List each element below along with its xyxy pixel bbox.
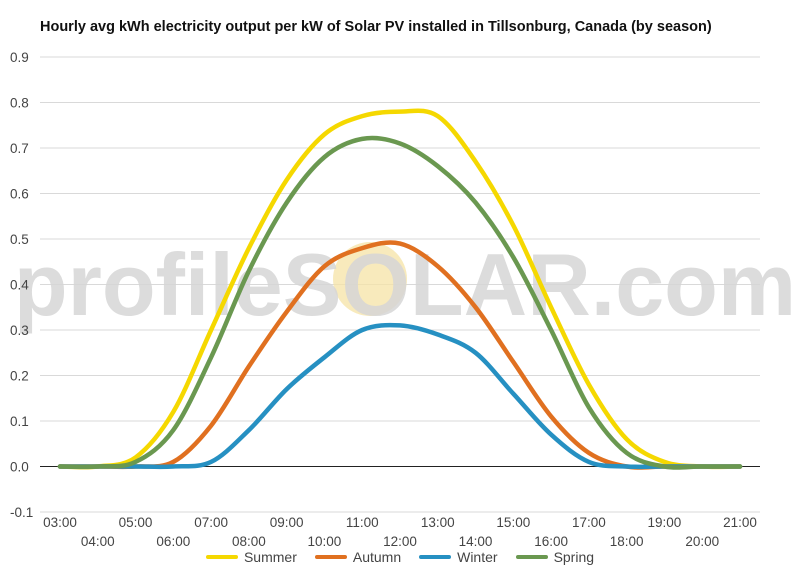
y-tick-label: 0.0 bbox=[10, 460, 29, 475]
y-tick-label: 0.9 bbox=[10, 50, 29, 65]
legend-swatch bbox=[314, 555, 347, 559]
series-line-summer bbox=[57, 108, 743, 470]
chart-title: Hourly avg kWh electricity output per kW… bbox=[40, 19, 712, 35]
x-tick-label: 08:00 bbox=[232, 534, 266, 549]
x-tick-label: 20:00 bbox=[685, 534, 719, 549]
legend-item-winter: Winter bbox=[419, 549, 498, 565]
x-tick-label: 18:00 bbox=[610, 534, 644, 549]
x-tick-label: 13:00 bbox=[421, 515, 455, 530]
legend-label: Spring bbox=[553, 549, 595, 565]
x-tick-label: 04:00 bbox=[81, 534, 115, 549]
y-tick-label: 0.1 bbox=[10, 414, 29, 429]
y-tick-label: 0.8 bbox=[10, 96, 29, 111]
watermark: profileSOLAR.com bbox=[14, 235, 796, 334]
legend-swatch bbox=[205, 555, 238, 559]
x-tick-label: 07:00 bbox=[194, 515, 228, 530]
y-tick-label: 0.5 bbox=[10, 232, 29, 247]
x-tick-label: 11:00 bbox=[346, 515, 379, 530]
series-line-winter bbox=[57, 322, 743, 470]
legend-item-spring: Spring bbox=[515, 549, 595, 565]
x-tick-label: 05:00 bbox=[119, 515, 153, 530]
legend-item-summer: Summer bbox=[205, 549, 297, 565]
x-tick-label: 06:00 bbox=[156, 534, 190, 549]
y-tick-label: 0.2 bbox=[10, 369, 29, 384]
y-tick-label: 0.4 bbox=[10, 278, 29, 293]
x-tick-label: 14:00 bbox=[459, 534, 493, 549]
watermark-text: profileSOLAR.com bbox=[14, 235, 796, 334]
legend-swatch bbox=[515, 555, 548, 559]
y-tick-label: -0.1 bbox=[10, 505, 33, 520]
x-tick-label: 03:00 bbox=[43, 515, 77, 530]
legend-item-autumn: Autumn bbox=[314, 549, 402, 565]
legend-swatch bbox=[419, 555, 452, 559]
x-tick-label: 10:00 bbox=[308, 534, 342, 549]
series-line-spring bbox=[57, 135, 743, 470]
x-tick-label: 09:00 bbox=[270, 515, 304, 530]
x-tick-label: 21:00 bbox=[723, 515, 757, 530]
y-axis-tick-labels: -0.1 0.0 0.1 0.2 0.3 0.4 0.5 0.6 0.7 0.8 0.9 bbox=[10, 50, 33, 520]
legend-label: Winter bbox=[457, 549, 498, 565]
legend: Summer Autumn Winter Spring bbox=[0, 549, 800, 565]
x-tick-label: 19:00 bbox=[648, 515, 682, 530]
x-tick-label: 17:00 bbox=[572, 515, 606, 530]
legend-label: Autumn bbox=[352, 549, 402, 565]
series-lines bbox=[57, 108, 743, 470]
y-tick-label: 0.6 bbox=[10, 187, 29, 202]
y-tick-label: 0.3 bbox=[10, 323, 29, 338]
x-tick-label: 15:00 bbox=[496, 515, 530, 530]
y-tick-label: 0.7 bbox=[10, 141, 29, 156]
x-tick-label: 12:00 bbox=[383, 534, 417, 549]
watermark-sun bbox=[333, 242, 407, 316]
x-tick-label: 16:00 bbox=[534, 534, 568, 549]
legend-label: Summer bbox=[243, 549, 297, 565]
